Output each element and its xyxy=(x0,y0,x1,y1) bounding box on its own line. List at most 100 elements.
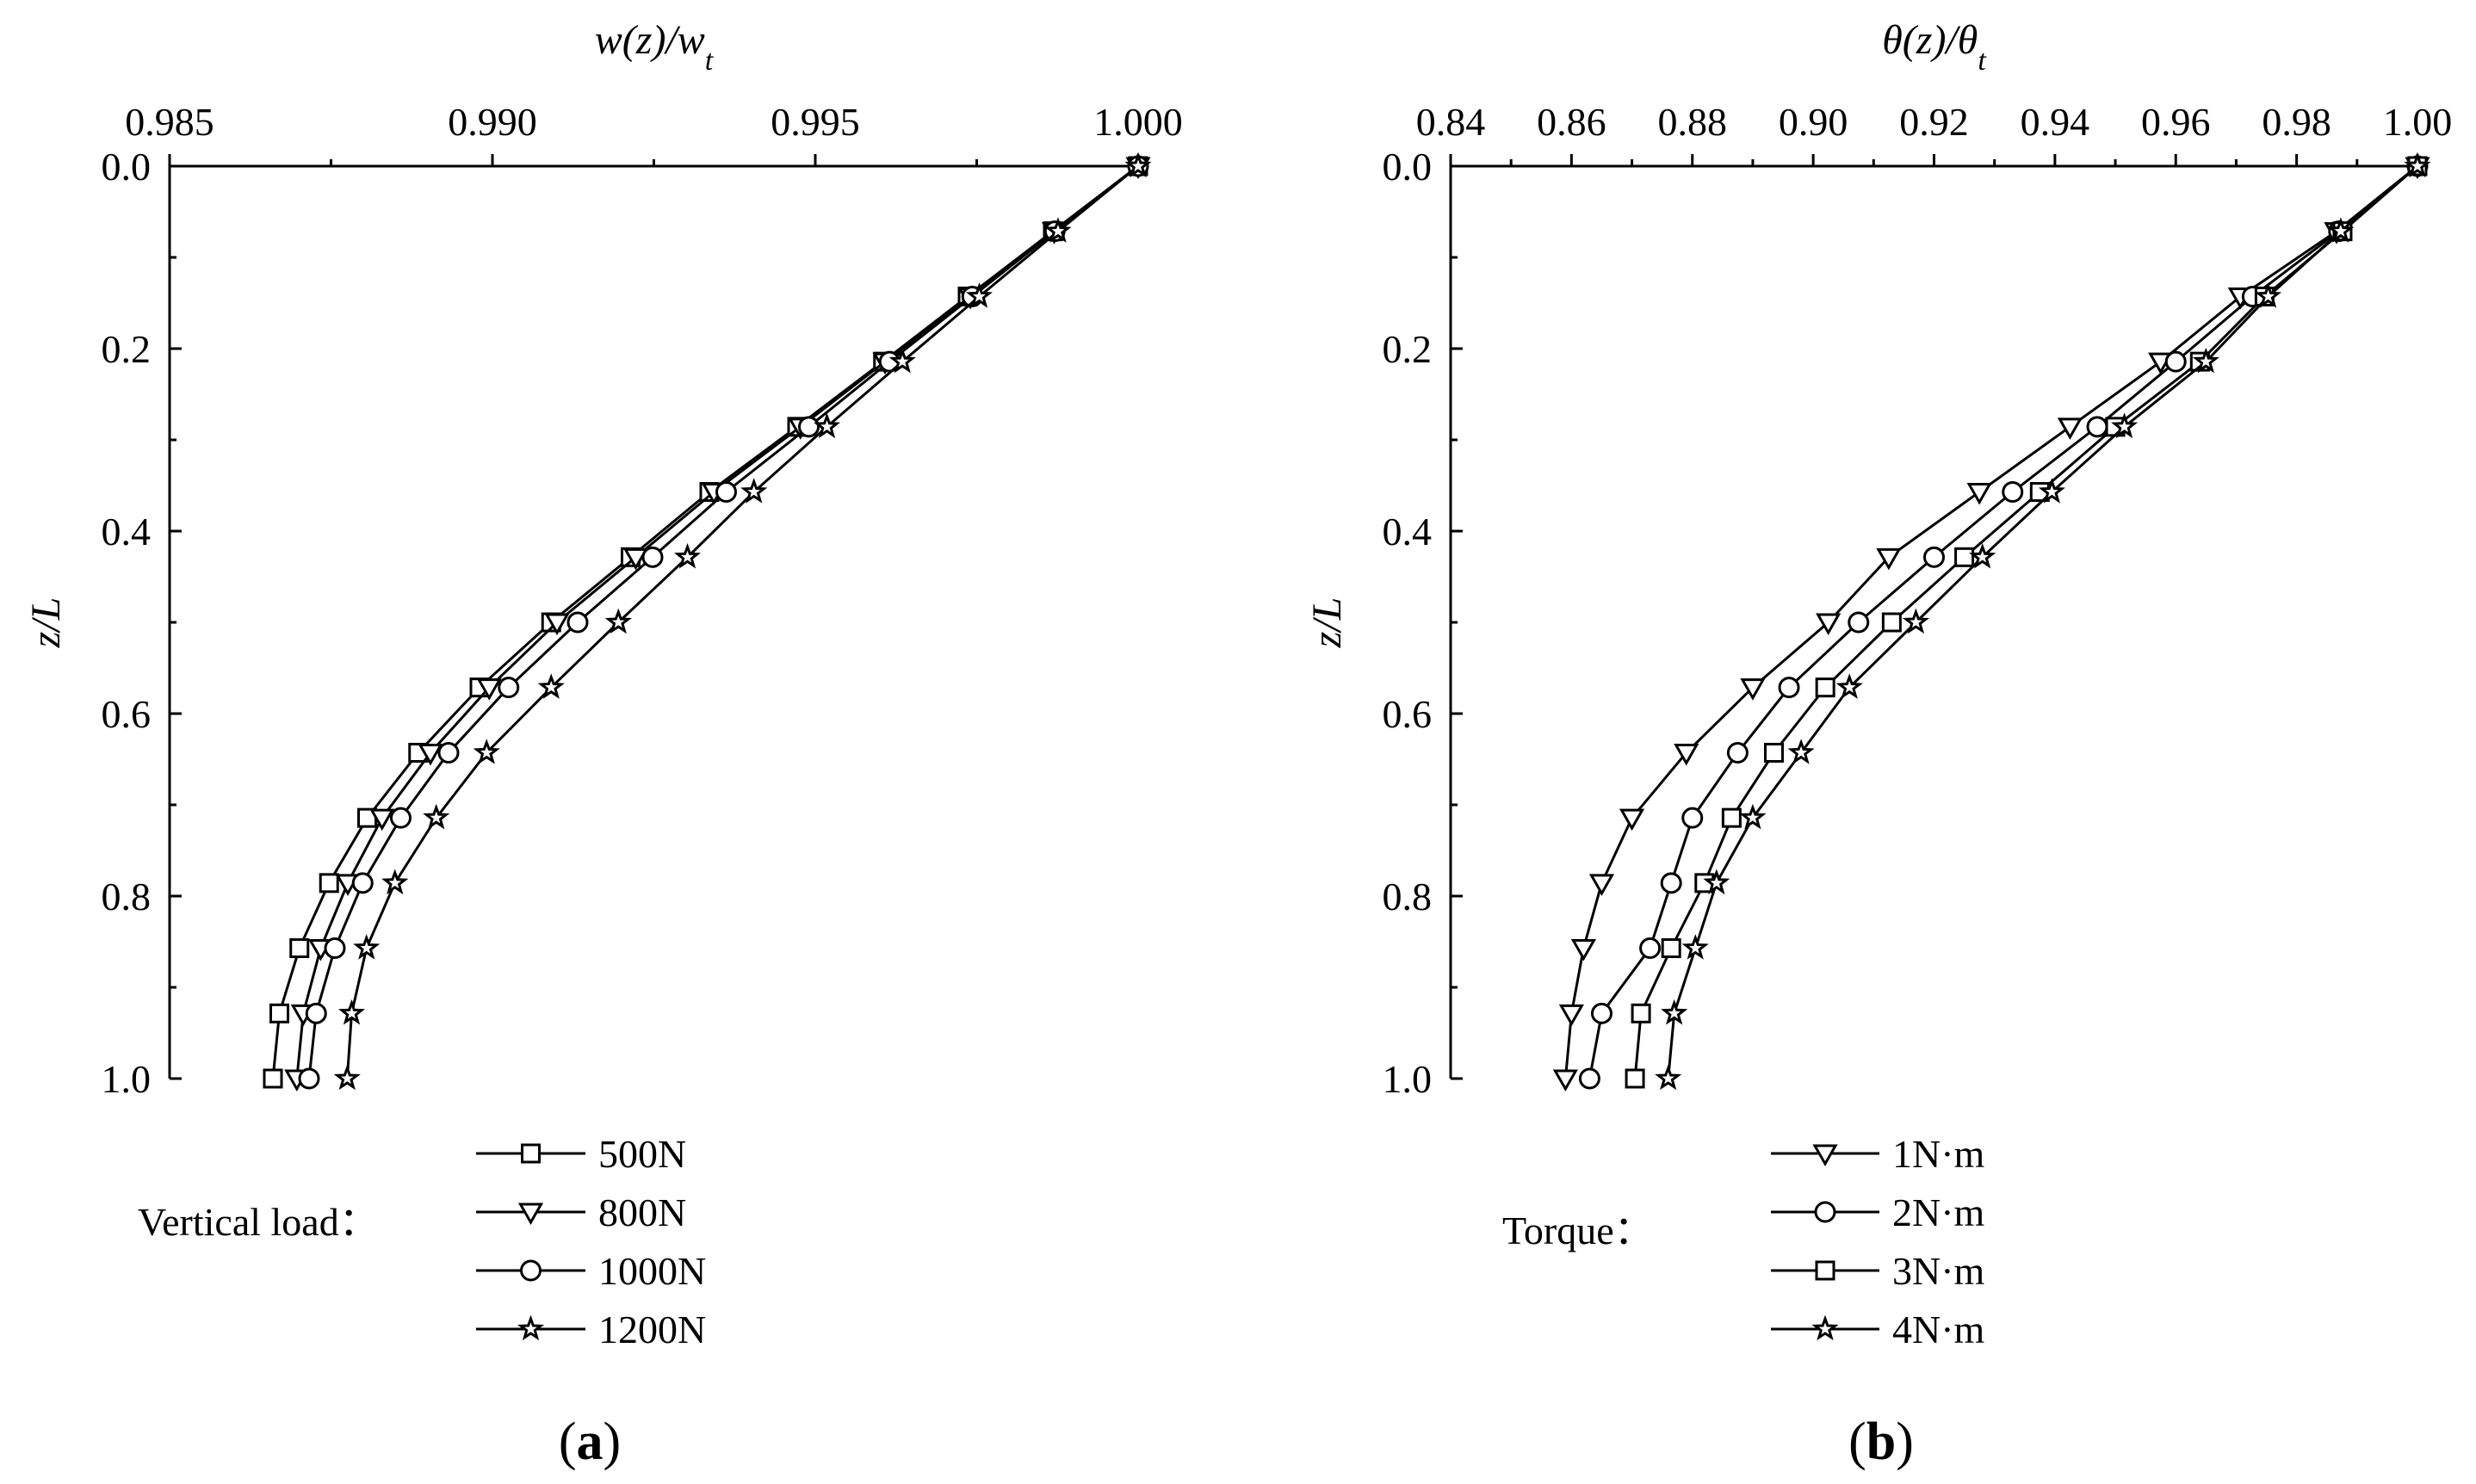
data-point xyxy=(1969,542,1996,569)
x-axis-title-main: θ(z)/θ xyxy=(1882,17,1978,63)
data-point xyxy=(2255,282,2282,308)
y-tick-label: 0.6 xyxy=(102,692,152,736)
data-point xyxy=(390,807,412,829)
data-point xyxy=(381,869,409,895)
data-point xyxy=(1619,808,1645,832)
panel-label-close: ) xyxy=(1896,1413,1914,1471)
x-tick-label: 0.94 xyxy=(2021,100,2090,144)
series-line xyxy=(307,164,1139,1079)
legend-marker xyxy=(1812,1144,1838,1167)
legend: 1N·m 2N·m 3N·m 4N·m Torque： xyxy=(1502,1132,1985,1351)
data-point xyxy=(289,938,310,959)
data-point xyxy=(1835,673,1863,699)
data-point xyxy=(338,999,365,1025)
data-point xyxy=(798,416,820,438)
data-point xyxy=(319,873,339,893)
x-tick-label: 0.985 xyxy=(125,100,214,144)
data-point xyxy=(1674,743,1699,766)
data-point xyxy=(1625,1068,1645,1089)
data-point xyxy=(423,803,450,830)
panel-label-open: ( xyxy=(1848,1413,1866,1471)
x-tick-label: 1.00 xyxy=(2383,100,2453,144)
legend-label: 1N·m xyxy=(1892,1132,1985,1176)
legend: 500N 800N 1000N 1200N Vertical load： xyxy=(138,1132,706,1351)
data-point xyxy=(604,608,632,634)
data-point xyxy=(305,1002,327,1024)
series-0 xyxy=(263,156,1148,1089)
data-point xyxy=(1848,611,1870,634)
data-point xyxy=(1639,937,1662,960)
data-point xyxy=(369,808,395,832)
panel-label-open: ( xyxy=(559,1413,577,1471)
data-point xyxy=(1902,608,1930,634)
y-tick-label: 0.4 xyxy=(1383,510,1433,553)
legend-marker xyxy=(517,1314,545,1341)
data-point xyxy=(1660,872,1682,894)
series-line xyxy=(1667,164,2418,1079)
legend-marker xyxy=(517,1203,544,1226)
data-point xyxy=(1778,677,1800,699)
legend-marker xyxy=(1815,1260,1835,1281)
data-point xyxy=(1558,1004,1584,1027)
data-point xyxy=(1954,547,1975,567)
data-point xyxy=(674,542,701,569)
data-point xyxy=(473,739,500,764)
data-point xyxy=(814,412,840,439)
data-point xyxy=(263,1068,283,1089)
data-point xyxy=(888,347,916,374)
data-point xyxy=(740,478,768,504)
series-1 xyxy=(284,157,1151,1092)
series-line xyxy=(345,164,1139,1079)
y-tick-label: 1.0 xyxy=(1383,1057,1433,1101)
data-point xyxy=(566,611,589,634)
data-point xyxy=(1661,938,1681,959)
data-point xyxy=(324,937,346,960)
series-line xyxy=(1633,164,2418,1079)
legend-label: 500N xyxy=(598,1132,686,1176)
x-tick-label: 0.98 xyxy=(2262,100,2331,144)
x-tick-label: 0.86 xyxy=(1537,100,1606,144)
data-point xyxy=(1681,934,1709,960)
data-point xyxy=(1578,1067,1600,1090)
data-point xyxy=(298,1067,320,1090)
series-0 xyxy=(1552,157,2430,1092)
data-point xyxy=(622,547,649,571)
data-point xyxy=(1124,151,1152,178)
data-point xyxy=(1739,803,1767,830)
data-point xyxy=(1721,807,1742,828)
panel-label: (a) xyxy=(559,1413,621,1471)
data-point xyxy=(2111,412,2139,439)
legend-label: 800N xyxy=(598,1190,686,1234)
y-axis-title: z/L xyxy=(23,597,69,649)
legend-label: 2N·m xyxy=(1892,1190,1985,1234)
data-point xyxy=(353,934,381,960)
series-line xyxy=(1588,164,2418,1079)
data-point xyxy=(2404,151,2431,178)
data-point xyxy=(1740,678,1766,701)
panel-label-letter: a xyxy=(577,1413,604,1471)
x-axis-title-subscript: t xyxy=(1978,45,1987,77)
x-tick-label: 0.96 xyxy=(2141,100,2211,144)
x-tick-label: 0.88 xyxy=(1658,100,1728,144)
data-point xyxy=(1631,1003,1651,1023)
y-tick-label: 0.0 xyxy=(1383,145,1433,189)
legend-label: 1200N xyxy=(598,1308,706,1351)
data-point xyxy=(2327,217,2355,243)
y-tick-label: 0.0 xyxy=(102,145,152,189)
y-tick-label: 0.8 xyxy=(102,875,152,918)
y-tick-label: 0.6 xyxy=(1383,692,1433,736)
data-point xyxy=(544,613,570,636)
x-axis-title-main: w(z)/w xyxy=(595,17,705,63)
data-point xyxy=(1815,677,1835,698)
data-point xyxy=(537,673,565,699)
x-tick-label: 0.990 xyxy=(448,100,537,144)
y-axis-title: z/L xyxy=(1304,597,1350,649)
series-1 xyxy=(1578,155,2429,1090)
chart-panel-a: 0.985 0.990 0.995 1.000 0.0 0.2 0.4 0.6 0.8 1.0 w(… xyxy=(23,17,1183,1471)
legend-label: 4N·m xyxy=(1892,1308,1985,1351)
series-3 xyxy=(1655,151,2431,1091)
data-point xyxy=(1726,741,1749,764)
legend-marker xyxy=(520,1259,542,1282)
x-tick-label: 0.995 xyxy=(771,100,860,144)
